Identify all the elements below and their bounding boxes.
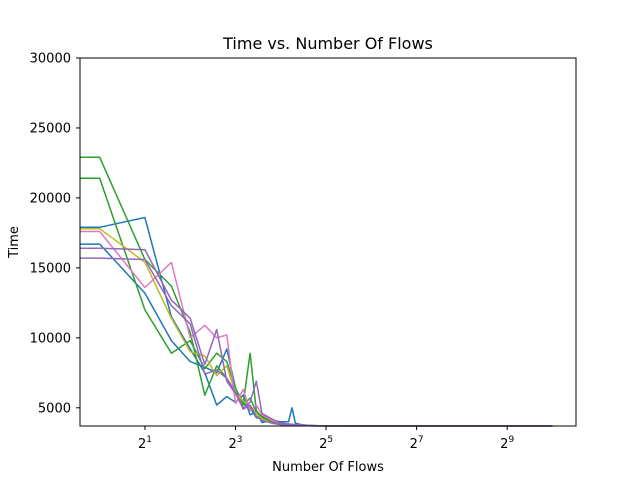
x-tick-label: 29 <box>500 435 514 452</box>
y-tick-label: 25000 <box>30 121 71 136</box>
y-tick-label: 15000 <box>30 261 71 276</box>
y-tick-label: 20000 <box>30 191 71 206</box>
y-tick-label: 10000 <box>30 331 71 346</box>
plot-frame <box>79 57 577 427</box>
y-axis-label: Time <box>7 226 22 259</box>
y-tick-label: 30000 <box>30 52 71 67</box>
y-tick-label: 5000 <box>38 401 71 416</box>
x-axis-ticks: 21 23 25 27 29 <box>138 426 514 452</box>
y-axis-ticks: 5000 10000 15000 20000 25000 30000 <box>30 52 80 416</box>
x-tick-label: 27 <box>410 435 424 452</box>
series-line-8 <box>80 257 553 427</box>
x-tick-label: 23 <box>229 435 243 452</box>
chart-title: Time vs. Number Of Flows <box>222 34 433 53</box>
x-axis-label: Number Of Flows <box>272 460 384 475</box>
x-tick-label: 21 <box>138 435 152 452</box>
plot-lines <box>80 156 553 427</box>
x-tick-label: 25 <box>319 435 333 452</box>
